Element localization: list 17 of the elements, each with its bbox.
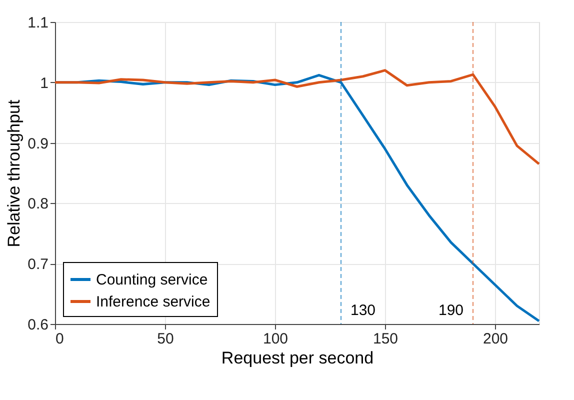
x-tick-label: 100: [262, 330, 288, 348]
ref-line-label: 190: [438, 302, 464, 319]
y-axis-title: Relative throughput: [4, 100, 24, 248]
x-tick-label: 150: [372, 330, 398, 348]
ref-line-label: 130: [350, 302, 376, 319]
x-tick-label: 0: [56, 330, 64, 348]
y-tick-label: 0.8: [28, 196, 48, 213]
y-tick-label: 0.9: [28, 135, 48, 152]
y-tick-label: 1.1: [28, 14, 48, 32]
y-tick-label: 0.6: [28, 316, 48, 334]
x-axis-title: Request per second: [221, 348, 374, 368]
legend-label: Counting service: [96, 272, 208, 288]
legend-label: Inference service: [96, 294, 210, 310]
y-tick-label: 1: [40, 74, 48, 92]
y-tick-label: 0.7: [28, 256, 48, 274]
x-tick-label: 50: [157, 330, 174, 348]
x-tick-label: 200: [482, 330, 508, 348]
